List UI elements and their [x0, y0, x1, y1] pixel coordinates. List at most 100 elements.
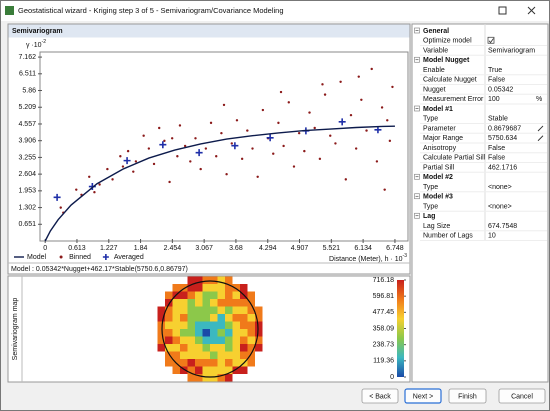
map-cell	[165, 299, 173, 307]
map-cell	[255, 321, 263, 329]
map-cell	[225, 306, 233, 314]
colorbar-label: 238.73	[373, 342, 395, 349]
binned-point	[142, 134, 145, 137]
binned-point	[391, 85, 394, 89]
button[interactable]	[498, 388, 546, 404]
button-label[interactable]: Next >	[413, 393, 433, 400]
property-label: Enable	[423, 67, 445, 74]
button-label[interactable]: Cancel	[511, 393, 533, 400]
map-cell	[225, 321, 233, 329]
colorbar-label: 477.45	[373, 309, 395, 316]
binned-point	[357, 75, 360, 78]
map-cell	[247, 351, 255, 359]
edit-icon[interactable]	[537, 125, 544, 132]
map-cell	[172, 344, 180, 352]
map-cell	[247, 329, 255, 337]
maximize-button[interactable]	[498, 6, 507, 15]
property-value[interactable]: 100	[488, 96, 500, 103]
map-cell	[217, 291, 225, 299]
map-cell	[225, 351, 233, 359]
close-button[interactable]	[527, 6, 536, 15]
map-cell	[187, 344, 195, 352]
map-cell	[202, 276, 210, 284]
map-cell	[187, 329, 195, 337]
map-cell	[187, 374, 195, 382]
map-title: Semivariogram map	[12, 298, 19, 361]
binned-point	[230, 142, 233, 145]
checkbox-mark	[488, 38, 494, 44]
button[interactable]	[448, 388, 487, 404]
property-value[interactable]: <none>	[488, 203, 512, 210]
map-cell	[217, 344, 225, 352]
map-cell	[255, 329, 263, 337]
x-tick-label: 0.613	[68, 245, 86, 252]
property-value[interactable]: False	[488, 145, 505, 152]
map-cell	[187, 299, 195, 307]
property-value[interactable]: 0.05342	[488, 86, 513, 93]
map-cell	[187, 359, 195, 367]
y-tick-label: 3.255	[18, 154, 36, 161]
map-cell	[210, 306, 218, 314]
map-cell	[217, 359, 225, 367]
property-value[interactable]: <none>	[488, 184, 512, 191]
property-value[interactable]: 10	[488, 233, 496, 240]
property-label: Type	[423, 203, 438, 210]
property-label: Optimize model	[423, 38, 472, 45]
property-grid	[411, 23, 549, 383]
binned-point	[323, 93, 327, 96]
x-axis-label: Distance (Meter), h · 10-3	[329, 253, 407, 263]
property-value[interactable]: Stable	[488, 116, 508, 123]
property-value[interactable]: Semivariogram	[488, 47, 535, 54]
map-cell	[232, 291, 240, 299]
button-label[interactable]: < Back	[369, 393, 391, 400]
y-tick-label: 1.302	[18, 204, 36, 211]
binned-point	[75, 188, 78, 191]
map-cell	[202, 291, 210, 299]
section-name: Model #2	[423, 174, 453, 181]
edit-icon[interactable]	[537, 135, 544, 142]
y-tick-label: 3.906	[18, 138, 36, 145]
map-cell	[255, 314, 263, 322]
map-cell	[255, 336, 263, 344]
x-tick-label: 3.68	[229, 245, 243, 252]
averaged-point	[231, 142, 239, 150]
checkbox[interactable]	[487, 36, 495, 44]
binned-point	[282, 144, 285, 148]
averaged-point	[195, 149, 203, 157]
map-cell	[247, 299, 255, 307]
property-value[interactable]: False	[488, 77, 505, 84]
property-value[interactable]: 674.7548	[488, 223, 517, 230]
map-cell	[157, 344, 165, 352]
binned-point	[88, 175, 91, 179]
map-cell	[232, 321, 240, 329]
map-cell	[165, 321, 173, 329]
section-name: Lag	[423, 213, 435, 220]
button-label[interactable]: Finish	[458, 393, 477, 400]
property-value[interactable]: 5750.634	[488, 135, 517, 142]
x-label-exp: -3	[403, 253, 408, 259]
binned-point	[93, 191, 96, 194]
property-label: Measurement Error	[423, 96, 484, 103]
property-label: Parameter	[423, 125, 456, 132]
map-cell	[195, 344, 203, 352]
button[interactable]	[404, 388, 442, 404]
map-cell	[217, 321, 225, 329]
property-value[interactable]: False	[488, 155, 505, 162]
map-cell	[210, 374, 218, 382]
map-cell	[202, 344, 210, 352]
map-cell	[165, 314, 173, 322]
binned-point	[277, 121, 280, 125]
map-cell	[240, 284, 248, 292]
property-label: Major Range	[423, 135, 463, 142]
property-label: Type	[423, 184, 438, 191]
map-cell	[210, 359, 218, 367]
property-value[interactable]: 0.8679687	[488, 125, 521, 132]
map-cell	[202, 359, 210, 367]
map-cell	[240, 329, 248, 337]
y-axis-label: γ ·10-2	[26, 39, 46, 49]
property-value[interactable]: True	[488, 67, 502, 74]
button[interactable]	[361, 388, 399, 404]
map-cell	[225, 374, 233, 382]
property-value[interactable]: 462.1716	[488, 164, 517, 171]
map-cell	[225, 329, 233, 337]
